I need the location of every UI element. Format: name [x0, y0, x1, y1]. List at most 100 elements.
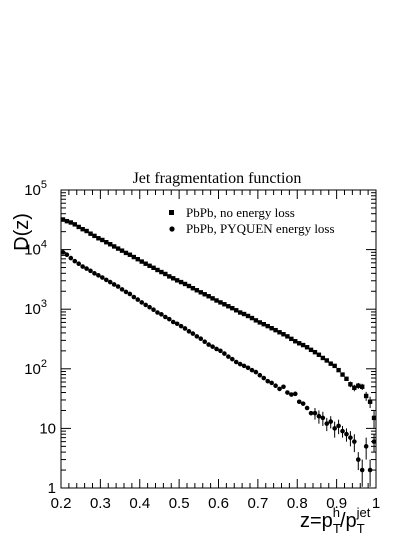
- data-point-circle: [100, 275, 105, 280]
- data-point-square: [60, 217, 66, 222]
- y-axis-label: D(z): [11, 213, 33, 251]
- data-point-circle: [340, 428, 345, 434]
- x-tick-label: 0.3: [90, 495, 111, 512]
- data-point-square: [312, 349, 318, 355]
- data-point-square: [230, 305, 235, 311]
- x-tick-label: 0.6: [208, 495, 229, 512]
- data-point-circle: [84, 266, 89, 271]
- data-point-circle: [60, 250, 66, 255]
- y-tick-label: 102: [24, 358, 47, 378]
- data-point-square: [174, 278, 180, 283]
- data-point-square: [84, 228, 89, 234]
- data-point-square: [88, 231, 93, 236]
- x-tick-label: 0.7: [247, 495, 268, 512]
- data-point-square: [155, 267, 160, 273]
- data-point-square: [277, 330, 282, 335]
- data-point-square: [182, 281, 188, 287]
- data-point-square: [108, 242, 113, 247]
- data-point-square: [202, 292, 207, 297]
- data-point-square: [151, 265, 156, 271]
- data-point-circle: [127, 291, 133, 297]
- data-point-square: [308, 347, 314, 353]
- data-point-circle: [355, 457, 361, 462]
- data-point-square: [218, 300, 223, 305]
- data-point-circle: [163, 314, 168, 320]
- data-point-circle: [296, 399, 302, 405]
- data-point-circle: [159, 312, 164, 317]
- series-layer: [60, 217, 377, 487]
- data-point-circle: [186, 329, 192, 334]
- data-point-circle: [277, 386, 282, 392]
- data-point-circle: [316, 413, 322, 419]
- data-point-circle: [312, 410, 318, 416]
- data-point-square: [171, 276, 176, 281]
- data-point-square: [115, 246, 121, 251]
- data-point-circle: [336, 423, 341, 429]
- data-point-square: [348, 382, 353, 387]
- legend-marker-circle: [169, 226, 175, 232]
- data-point-square: [167, 274, 172, 279]
- data-point-square: [261, 322, 266, 327]
- data-point-square: [143, 261, 148, 266]
- data-point-circle: [371, 439, 377, 444]
- y-tick-label: 104: [24, 239, 47, 259]
- data-point-circle: [135, 297, 141, 302]
- data-point-circle: [123, 289, 129, 295]
- data-point-square: [111, 244, 117, 249]
- data-point-circle: [96, 273, 101, 278]
- data-point-square: [316, 352, 322, 357]
- data-point-square: [289, 336, 294, 342]
- data-point-square: [300, 342, 306, 348]
- data-point-square: [226, 304, 231, 309]
- data-point-square: [186, 283, 192, 289]
- x-tick-label: 0.9: [326, 495, 347, 512]
- data-point-square: [163, 271, 168, 277]
- data-point-circle: [80, 264, 85, 269]
- data-point-circle: [289, 392, 294, 397]
- data-point-square: [92, 233, 97, 239]
- data-point-square: [352, 385, 357, 390]
- data-point-circle: [320, 415, 326, 421]
- data-point-square: [293, 339, 298, 344]
- data-point-square: [127, 252, 133, 257]
- y-tick-label: 105: [24, 179, 47, 199]
- data-point-square: [222, 302, 227, 307]
- x-axis-label: z=pTh/pTjet: [300, 505, 371, 535]
- data-point-circle: [344, 431, 349, 437]
- data-point-circle: [348, 435, 353, 440]
- y-tick-label: 10: [39, 420, 56, 437]
- data-point-circle: [198, 336, 204, 341]
- data-point-square: [159, 269, 164, 275]
- data-point-circle: [72, 258, 78, 264]
- data-point-circle: [76, 261, 82, 266]
- data-point-square: [123, 250, 129, 256]
- data-point-circle: [174, 321, 180, 327]
- data-point-square: [100, 237, 105, 243]
- data-point-square: [104, 240, 109, 245]
- data-point-square: [96, 236, 101, 241]
- data-point-square: [135, 257, 140, 262]
- data-point-square: [147, 263, 152, 268]
- data-point-square: [234, 308, 239, 313]
- data-point-circle: [178, 323, 184, 329]
- data-point-circle: [111, 282, 117, 287]
- data-point-square: [139, 259, 144, 264]
- data-point-circle: [190, 331, 196, 336]
- data-point-square: [241, 311, 247, 317]
- data-point-square: [80, 226, 85, 232]
- x-tick-label: 0.2: [51, 495, 72, 512]
- data-point-circle: [194, 334, 200, 339]
- data-point-square: [206, 294, 211, 299]
- data-point-square: [273, 327, 278, 333]
- data-point-circle: [328, 419, 334, 424]
- series-0: [60, 217, 377, 429]
- data-point-circle: [324, 421, 330, 426]
- y-tick-label: 1: [48, 480, 56, 497]
- data-point-circle: [359, 467, 365, 473]
- data-point-circle: [222, 351, 227, 356]
- x-tick-label: 0.4: [129, 495, 150, 512]
- data-point-circle: [170, 319, 176, 325]
- data-point-square: [269, 325, 274, 331]
- y-tick-label: 103: [24, 298, 47, 318]
